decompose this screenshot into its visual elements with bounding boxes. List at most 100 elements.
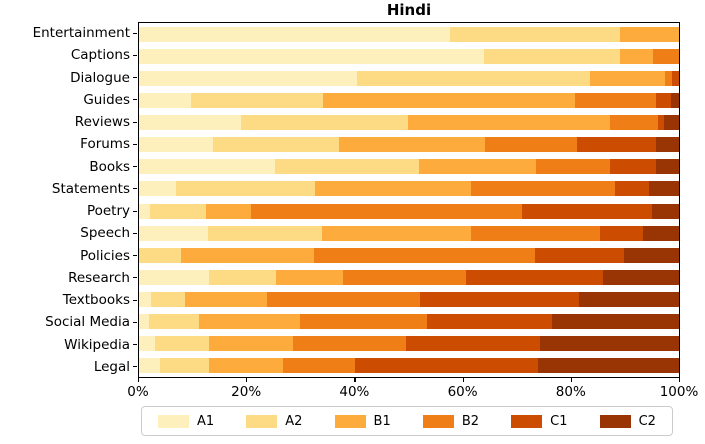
stacked-bar: [139, 292, 679, 308]
x-tick-mark: [462, 378, 464, 382]
bar-segment-B2: [313, 247, 536, 263]
bar-segment-B2: [471, 225, 600, 241]
bar-segment-A2: [274, 159, 419, 175]
bar-segment-C2: [651, 203, 679, 219]
x-tick-label: 20%: [231, 384, 262, 400]
bar-row: [139, 289, 679, 311]
bar-segment-B2: [574, 92, 656, 108]
bar-row: [139, 355, 679, 377]
stacked-bar: [139, 181, 679, 197]
legend-swatch-B2: [422, 414, 454, 428]
stacked-bar: [139, 247, 679, 263]
bar-row: [139, 89, 679, 111]
legend-swatch-C2: [599, 414, 631, 428]
bar-segment-C2: [655, 159, 679, 175]
y-axis-label: Reviews: [0, 111, 137, 133]
bar-row: [139, 266, 679, 288]
bar-segment-A2: [483, 48, 620, 64]
bar-segment-C2: [670, 92, 679, 108]
bar-segment-B2: [609, 115, 659, 131]
bar-segment-C2: [655, 137, 679, 153]
bar-segment-C2: [663, 115, 679, 131]
x-tick-label: 0%: [127, 384, 149, 400]
bar-segment-B2: [267, 292, 421, 308]
bar-segment-B2: [293, 336, 407, 352]
y-axis-label: Research: [0, 267, 137, 289]
bar-segment-B1: [407, 115, 610, 131]
bar-segment-A1: [139, 48, 484, 64]
bar-segment-C1: [406, 336, 540, 352]
bar-segment-B1: [198, 314, 301, 330]
bar-segment-C1: [576, 137, 656, 153]
bar-segment-A1: [139, 225, 208, 241]
y-axis-label: Speech: [0, 222, 137, 244]
bar-segment-C1: [354, 358, 538, 374]
bar-row: [139, 200, 679, 222]
bar-row: [139, 311, 679, 333]
stacked-bar: [139, 70, 679, 86]
bar-segment-B2: [471, 181, 616, 197]
legend-label: B2: [461, 413, 480, 429]
bar-segment-C1: [671, 70, 679, 86]
x-tick-label: 100%: [659, 384, 699, 400]
bar-segment-A1: [139, 137, 213, 153]
bar-segment-A2: [357, 70, 590, 86]
stacked-bar: [139, 26, 679, 42]
legend-item-B1: B1: [334, 413, 391, 429]
bar-segment-B1: [315, 181, 472, 197]
legend-item-A2: A2: [246, 414, 302, 429]
bar-segment-A2: [175, 181, 316, 197]
bar-segment-C1: [609, 159, 656, 175]
bar-segment-A2: [449, 26, 621, 42]
x-tick-label: 60%: [447, 384, 478, 400]
bar-segment-C1: [599, 225, 644, 241]
y-axis-label: Textbooks: [0, 289, 137, 311]
bar-segment-A2: [139, 247, 181, 263]
bar-segment-B1: [322, 225, 472, 241]
bar-segment-C1: [658, 115, 664, 131]
x-tick-label: 80%: [555, 384, 586, 400]
bar-segment-C1: [420, 292, 579, 308]
bar-segment-B2: [300, 314, 428, 330]
legend-swatch-B1: [334, 414, 366, 428]
y-axis-label: Guides: [0, 89, 137, 111]
stacked-bar: [139, 269, 679, 285]
stacked-bar: [139, 203, 679, 219]
bar-segment-A2: [207, 225, 323, 241]
bar-segment-B2: [485, 137, 577, 153]
x-tick-mark: [354, 378, 356, 382]
bar-segment-C2: [578, 292, 679, 308]
bar-row: [139, 45, 679, 67]
bar-segment-C1: [465, 269, 603, 285]
bar-segment-C2: [623, 247, 679, 263]
bar-segment-A2: [148, 314, 199, 330]
bar-segment-A2: [150, 203, 206, 219]
bar-segment-B1: [184, 292, 268, 308]
stacked-bar: [139, 314, 679, 330]
bar-segment-C2: [538, 358, 679, 374]
legend: A1 A2 B1 B2 C1 C2: [141, 406, 673, 436]
legend-label: A2: [285, 413, 303, 429]
bar-segment-A1: [139, 26, 450, 42]
y-axis-label: Captions: [0, 44, 137, 66]
y-axis-label: Wikipedia: [0, 334, 137, 356]
bar-segment-C2: [539, 336, 679, 352]
bar-segment-B2: [536, 159, 610, 175]
legend-swatch-A2: [246, 414, 278, 428]
legend-label: B1: [373, 413, 391, 429]
bar-segment-C2: [649, 181, 679, 197]
bar-segment-B1: [339, 137, 486, 153]
bar-segment-A2: [212, 137, 340, 153]
x-tick-mark: [570, 378, 572, 382]
bar-segment-C1: [615, 181, 650, 197]
bar-segment-C2: [552, 314, 679, 330]
bar-segment-A2: [209, 269, 277, 285]
legend-label: A1: [197, 413, 215, 429]
stacked-bar: [139, 159, 679, 175]
bar-segment-A1: [139, 203, 151, 219]
stacked-bar: [139, 336, 679, 352]
legend-swatch-C1: [511, 414, 543, 428]
bar-segment-B1: [589, 70, 665, 86]
stacked-bar: [139, 137, 679, 153]
legend-label: C1: [550, 413, 568, 429]
